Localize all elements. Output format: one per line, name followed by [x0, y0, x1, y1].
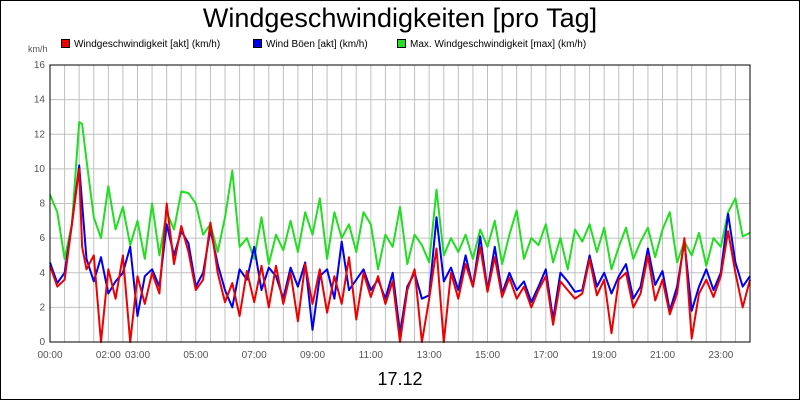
plot-border — [49, 64, 751, 343]
y-tick-label: 0 — [39, 337, 45, 348]
x-tick-label: 15:00 — [475, 350, 500, 361]
y-tick-label: 14 — [34, 95, 46, 106]
legend-item-speed: Windgeschwindigkeit [akt] (km/h) — [61, 38, 221, 50]
x-tick-label: 05:00 — [183, 350, 208, 361]
x-tick-label: 07:00 — [242, 350, 267, 361]
y-tick-label: 4 — [39, 268, 45, 279]
legend-item-gusts: Wind Böen [akt] (km/h) — [253, 38, 368, 50]
y-tick-label: 12 — [34, 129, 46, 140]
legend-label-max: Max. Windgeschwindigkeit [max] (km/h) — [410, 39, 587, 50]
series-line-max — [49, 121, 751, 271]
x-tick-label: 17:00 — [533, 350, 558, 361]
x-tick-label: 03:00 — [125, 350, 150, 361]
y-tick-label: 8 — [39, 199, 45, 210]
y-tick-label: 16 — [34, 60, 46, 71]
x-tick-label: 23:00 — [708, 350, 733, 361]
legend-label-gusts: Wind Böen [akt] (km/h) — [266, 39, 368, 50]
x-tick-label: 00:00 — [37, 350, 62, 361]
x-tick-label: 13:00 — [417, 350, 442, 361]
legend-item-max: Max. Windgeschwindigkeit [max] (km/h) — [397, 38, 587, 50]
legend-label-speed: Windgeschwindigkeit [akt] (km/h) — [74, 39, 221, 50]
y-axis-unit-label: km/h — [28, 44, 48, 54]
y-tick-label: 2 — [39, 302, 45, 313]
chart-title: Windgeschwindigkeiten [pro Tag] — [202, 3, 598, 33]
y-tick-label: 10 — [34, 164, 46, 175]
y-tick-label: 6 — [39, 233, 45, 244]
series-line-speed — [49, 167, 751, 343]
legend-swatch-blue — [253, 38, 262, 48]
legend-swatch-green — [397, 38, 406, 48]
x-tick-label: 11:00 — [359, 350, 384, 361]
x-tick-label: 09:00 — [300, 350, 325, 361]
x-tick-label: 02:00 — [96, 350, 121, 361]
legend-swatch-red — [61, 38, 70, 48]
x-axis-date-label: 17.12 — [377, 369, 423, 389]
x-tick-label: 21:00 — [650, 350, 675, 361]
x-tick-label: 19:00 — [592, 350, 617, 361]
